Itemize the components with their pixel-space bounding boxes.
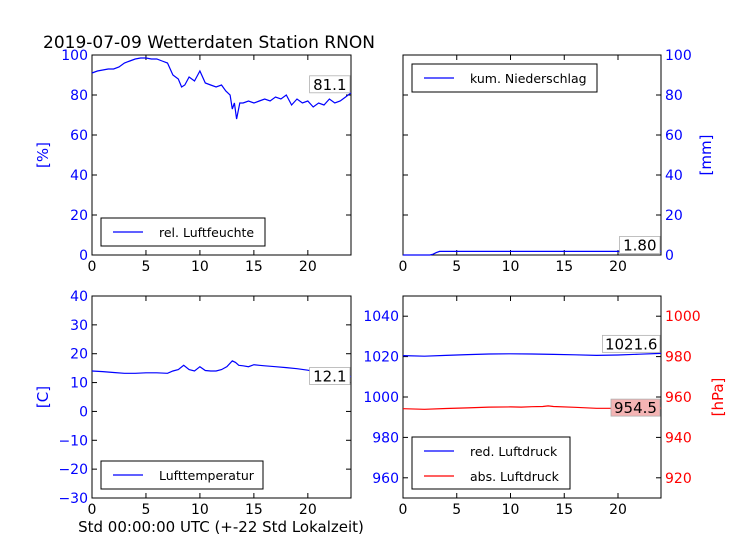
x-tick-label: 0 xyxy=(88,502,97,518)
legend-label: rel. Luftfeuchte xyxy=(159,225,254,240)
panel-top-right: 0 5 10 15 20 0 20 40 60 80 100 [mm] 1.80 kum. Nieders… xyxy=(399,48,715,275)
y-tick-label: 0 xyxy=(79,248,88,264)
legend-label: abs. Luftdruck xyxy=(470,469,560,484)
y-tick-label: 0 xyxy=(79,404,88,420)
y-tick-label: 80 xyxy=(70,88,88,104)
legend-label: Lufttemperatur xyxy=(159,468,255,483)
y-tick-label-right: 1000 xyxy=(665,309,701,325)
y-axis-label: [C] xyxy=(34,386,52,408)
y-tick-label: 20 xyxy=(665,208,683,224)
y-tick-label-right: 940 xyxy=(665,430,692,446)
legend-label: red. Luftdruck xyxy=(470,444,558,459)
panel-bottom-left: 0 5 10 15 20 −30 −20 −10 0 10 20 30 40 [C] 12.1 Lufttem… xyxy=(34,289,352,518)
series-line-1 xyxy=(91,57,352,120)
last-value-box xyxy=(309,75,351,94)
y-tick-label: 80 xyxy=(665,88,683,104)
last-value-label: 12.1 xyxy=(313,368,346,386)
x-tick-label: 5 xyxy=(452,502,461,518)
last-value-label: 81.1 xyxy=(313,76,346,94)
y-tick-label: 20 xyxy=(70,208,88,224)
y-tick-label: 100 xyxy=(61,48,88,64)
panel-bottom-right: 0 5 10 15 20 960 980 1000 1020 1040 920 940 960 980 10… xyxy=(363,295,727,518)
x-tick-label: 15 xyxy=(245,259,263,275)
y-tick-label: −30 xyxy=(58,491,88,507)
last-value-label: 1.80 xyxy=(623,236,656,254)
x-tick-label: 5 xyxy=(452,259,461,275)
y-tick-label: 10 xyxy=(70,376,88,392)
x-tick-label: 0 xyxy=(399,259,408,275)
x-tick-label: 10 xyxy=(191,502,209,518)
x-tick-label: 0 xyxy=(88,259,97,275)
y-tick-label: −20 xyxy=(58,462,88,478)
x-tick-label: 10 xyxy=(191,259,209,275)
y-tick-label: 980 xyxy=(372,430,399,446)
y-tick-label-right: 920 xyxy=(665,471,692,487)
y-tick-label-right: 960 xyxy=(665,390,692,406)
y-tick-label-right: 980 xyxy=(665,350,692,366)
x-axis-label: Std 00:00:00 UTC (+-22 Std Lokalzeit) xyxy=(78,518,364,536)
y-tick-label: −10 xyxy=(58,433,88,449)
last-value-box xyxy=(602,334,661,353)
y-tick-label: 40 xyxy=(665,168,683,184)
last-value-box xyxy=(309,367,351,385)
x-tick-label: 5 xyxy=(141,259,150,275)
y-tick-label: 1040 xyxy=(363,309,399,325)
x-tick-label: 15 xyxy=(245,502,263,518)
x-tick-label: 20 xyxy=(609,259,627,275)
x-tick-label: 10 xyxy=(502,259,520,275)
x-tick-label: 20 xyxy=(299,502,317,518)
panel-top-left: 0 5 10 15 20 0 20 40 60 80 100 [%] 81.1 rel. Luftfeuc… xyxy=(34,48,352,275)
x-tick-label: 20 xyxy=(299,259,317,275)
x-tick-label: 15 xyxy=(555,259,573,275)
y-tick-label: 60 xyxy=(70,128,88,144)
x-tick-label: 20 xyxy=(609,502,627,518)
series-line-1 xyxy=(403,250,661,256)
y-tick-label: 30 xyxy=(70,318,88,334)
y-axis-label: [hPa] xyxy=(709,378,727,417)
legend-box xyxy=(411,436,571,490)
y-axis-label: [%] xyxy=(34,142,52,168)
y-tick-label: 40 xyxy=(70,289,88,305)
x-tick-label: 10 xyxy=(502,502,520,518)
y-tick-label: 60 xyxy=(665,128,683,144)
x-tick-label: 5 xyxy=(141,502,150,518)
y-tick-label: 0 xyxy=(665,248,674,264)
series-line-1 xyxy=(91,360,352,378)
x-tick-label: 0 xyxy=(399,502,408,518)
chart-title: 2019-07-09 Wetterdaten Station RNON xyxy=(43,33,375,53)
series-line-2 xyxy=(402,405,661,410)
last-value-label: 954.5 xyxy=(614,399,657,417)
last-value-box xyxy=(610,398,661,417)
plot-frame xyxy=(402,54,662,256)
plot-frame xyxy=(91,54,352,256)
plot-frame xyxy=(91,295,352,499)
x-tick-label: 15 xyxy=(555,502,573,518)
last-value-label: 1021.6 xyxy=(605,335,658,353)
legend-label: kum. Niederschlag xyxy=(470,71,587,86)
series-line-1 xyxy=(402,352,662,357)
legend-box xyxy=(100,217,266,247)
y-axis-label: [mm] xyxy=(697,135,715,176)
y-tick-label: 1020 xyxy=(363,350,399,366)
y-tick-label: 100 xyxy=(665,48,692,64)
y-tick-label: 40 xyxy=(70,168,88,184)
y-tick-label: 1000 xyxy=(363,390,399,406)
y-tick-label: 20 xyxy=(70,347,88,363)
y-tick-label: 960 xyxy=(372,471,399,487)
last-value-box xyxy=(619,235,661,254)
